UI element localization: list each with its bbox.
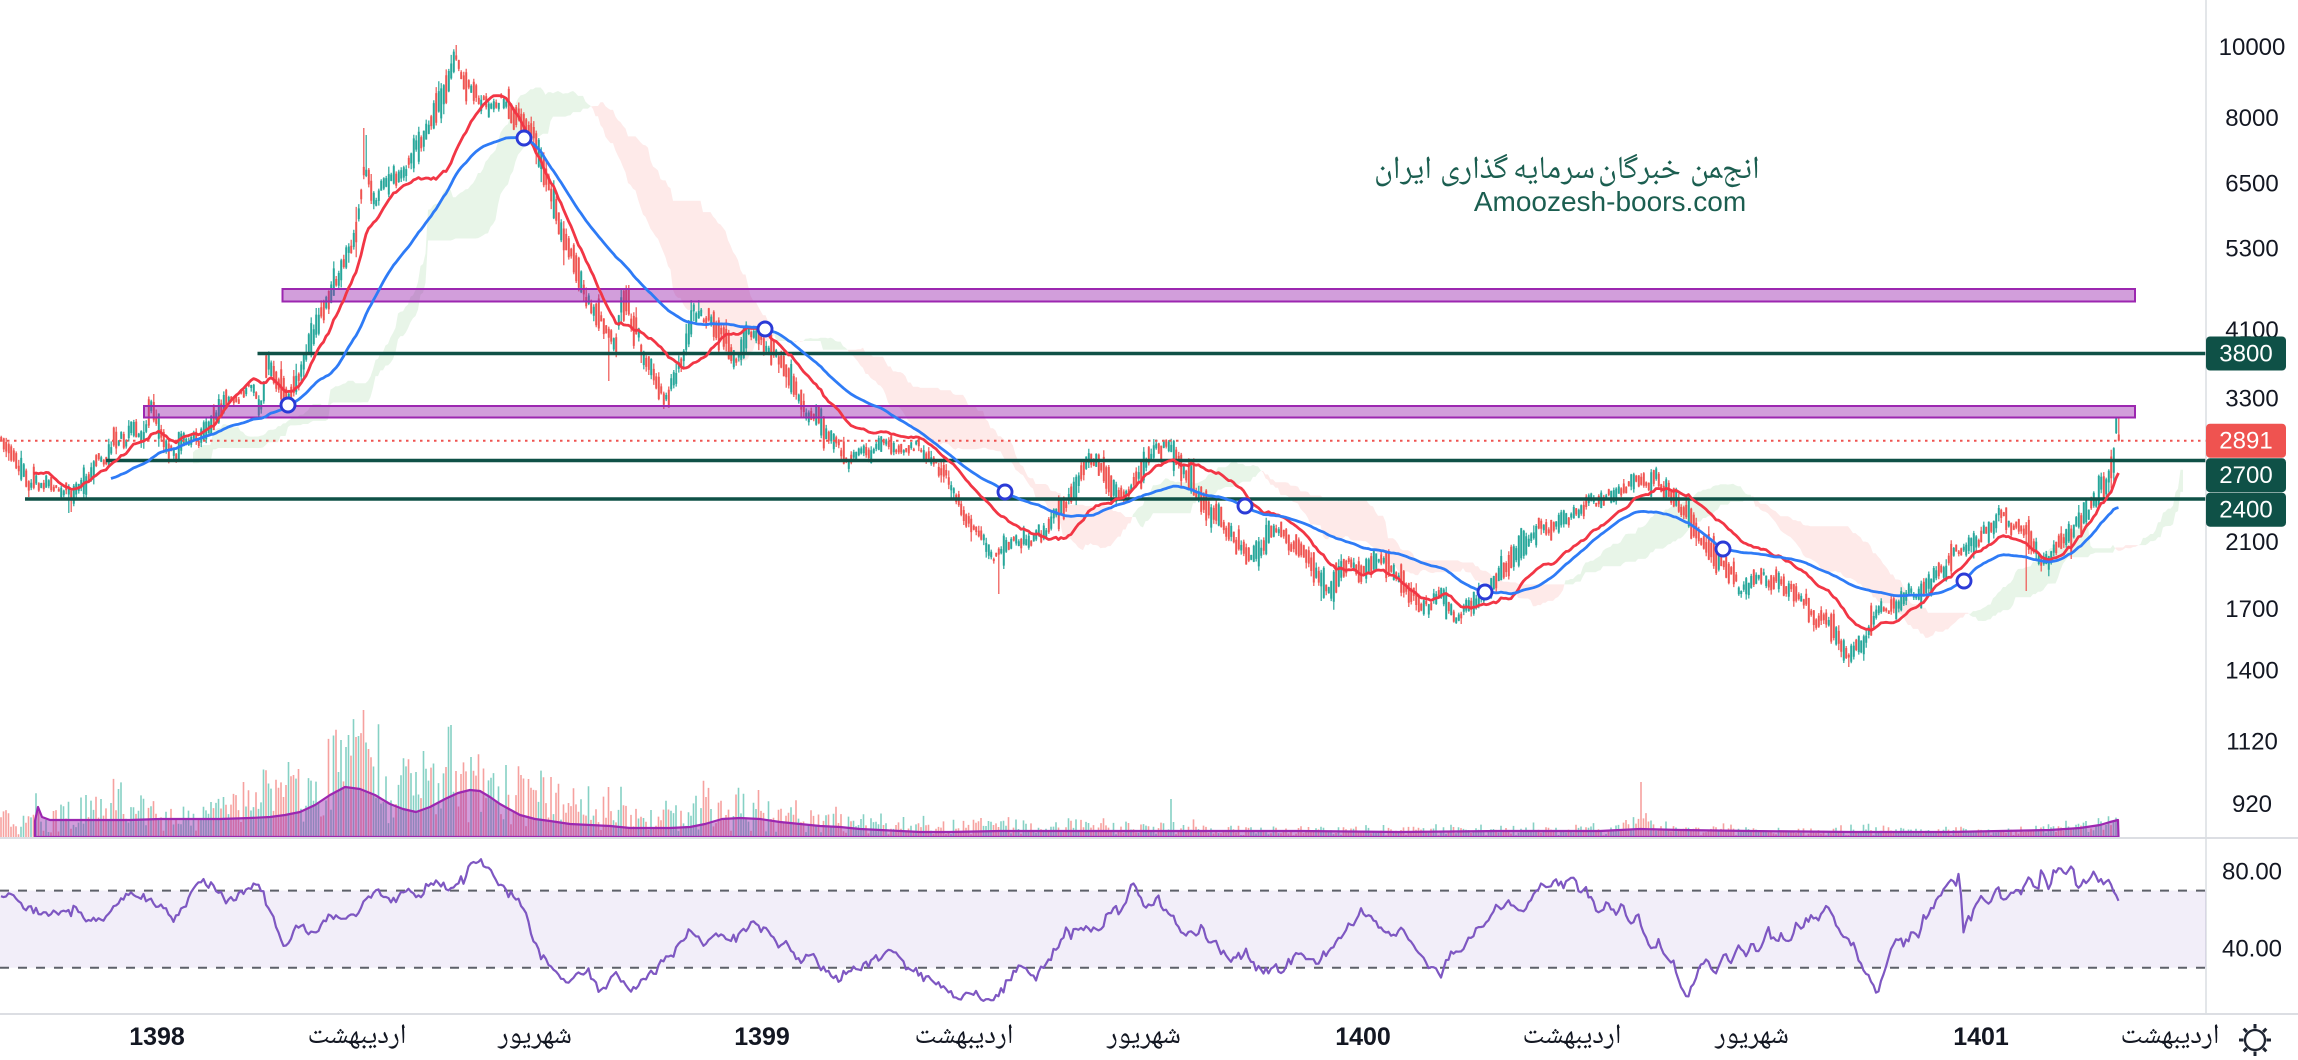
svg-text:2700: 2700 — [2219, 462, 2272, 489]
svg-text:2100: 2100 — [2225, 529, 2278, 556]
svg-text:40.00: 40.00 — [2222, 935, 2282, 962]
svg-text:5300: 5300 — [2225, 235, 2278, 262]
svg-text:6500: 6500 — [2225, 171, 2278, 198]
svg-text:1120: 1120 — [2226, 729, 2278, 756]
svg-text:1398: 1398 — [129, 1023, 185, 1051]
svg-text:Amoozesh-boors.com: Amoozesh-boors.com — [1474, 186, 1746, 217]
svg-text:1401: 1401 — [1953, 1023, 2009, 1051]
svg-text:10000: 10000 — [2219, 34, 2286, 61]
svg-text:80.00: 80.00 — [2222, 858, 2282, 885]
svg-text:1400: 1400 — [1335, 1023, 1391, 1051]
svg-text:2891: 2891 — [2219, 428, 2272, 455]
svg-text:1700: 1700 — [2225, 596, 2278, 623]
svg-text:2400: 2400 — [2219, 497, 2272, 524]
svg-text:3300: 3300 — [2225, 386, 2278, 413]
svg-text:1400: 1400 — [2225, 658, 2278, 685]
svg-text:3800: 3800 — [2219, 341, 2272, 368]
svg-text:8000: 8000 — [2225, 105, 2278, 132]
svg-text:920: 920 — [2232, 791, 2272, 818]
svg-text:1399: 1399 — [734, 1023, 790, 1051]
